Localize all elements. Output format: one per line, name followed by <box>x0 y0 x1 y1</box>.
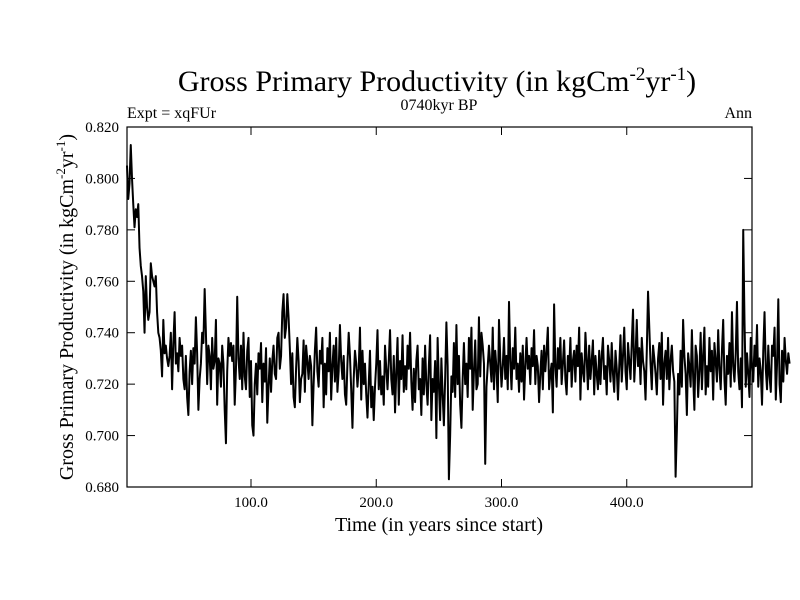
x-tick-label: 100.0 <box>234 495 268 511</box>
x-tick-label: 300.0 <box>485 495 519 511</box>
y-axis-label: Gross Primary Productivity (in kgCm-2yr-… <box>53 134 78 480</box>
x-axis-label: Time (in years since start) <box>335 514 543 536</box>
y-tick-label: 0.720 <box>85 377 119 393</box>
y-tick-label: 0.800 <box>85 171 119 187</box>
plot-frame <box>126 126 753 488</box>
x-tick-label: 200.0 <box>359 495 393 511</box>
experiment-label: Expt = xqFUr <box>127 105 217 122</box>
gpp-series-line <box>126 144 791 481</box>
x-tick-label: 400.0 <box>610 495 644 511</box>
y-tick-label: 0.820 <box>85 120 119 136</box>
chart-title: Gross Primary Productivity (in kgCm-2yr-… <box>178 64 696 98</box>
season-label: Ann <box>724 105 752 122</box>
y-axis: 0.680 0.700 0.720 0.740 0.760 0.780 0.800 0.820 <box>85 120 752 496</box>
y-tick-label: 0.740 <box>85 326 119 342</box>
y-tick-label: 0.760 <box>85 274 119 290</box>
y-tick-label: 0.680 <box>85 480 119 496</box>
y-tick-label: 0.700 <box>85 429 119 445</box>
x-axis: 100.0 200.0 300.0 400.0 <box>234 127 644 511</box>
period-label: 0740kyr BP <box>401 97 478 114</box>
y-tick-label: 0.780 <box>85 223 119 239</box>
